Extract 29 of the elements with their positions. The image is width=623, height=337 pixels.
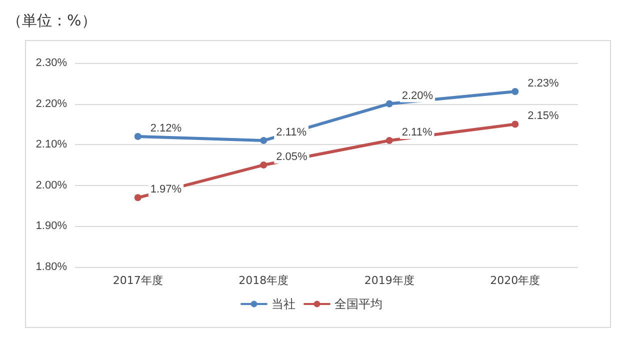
data-label: 2.12% [150, 122, 182, 134]
y-tick-label: 1.80% [36, 261, 68, 273]
point [260, 162, 268, 168]
y-tick-label: 2.10% [36, 138, 68, 151]
y-tick-label: 2.20% [36, 98, 68, 110]
data-label: 1.97% [150, 184, 182, 196]
legend-label: 全国平均 [334, 297, 382, 311]
x-tick-label: 2019年度 [364, 274, 414, 287]
x-tick-label: 2020年度 [490, 274, 540, 287]
data-label: 2.20% [402, 90, 434, 102]
legend-label: 当社 [272, 297, 296, 311]
data-label: 2.23% [528, 78, 560, 90]
chart-title: （単位：%） [7, 12, 96, 30]
point [260, 137, 268, 144]
y-tick-label: 1.90% [36, 220, 68, 232]
data-label: 2.11% [276, 126, 307, 139]
data-label: 2.15% [528, 110, 560, 122]
point [512, 120, 519, 128]
data-label: 2.05% [276, 151, 308, 163]
point [512, 88, 519, 96]
point [134, 194, 142, 202]
data-label: 2.11% [402, 126, 432, 139]
x-tick-label: 2017年度 [112, 274, 163, 287]
point [134, 132, 142, 140]
y-tick-label: 2.30% [36, 57, 68, 69]
x-tick-label: 2018年度 [238, 274, 289, 287]
point [386, 100, 393, 108]
y-tick-label: 2.00% [36, 179, 68, 192]
point [386, 137, 393, 144]
